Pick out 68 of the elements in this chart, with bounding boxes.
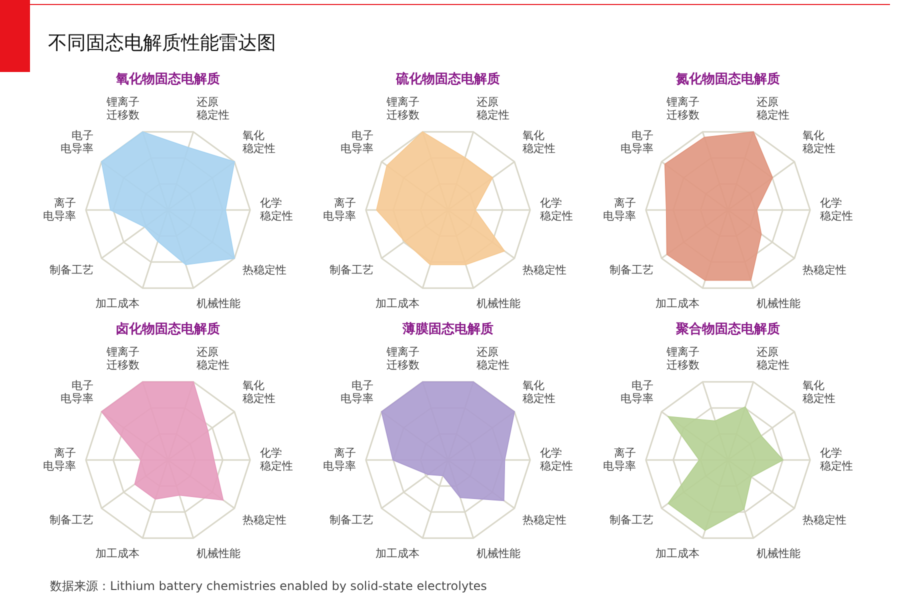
spoke-label: 机械性能 [476,547,520,560]
chart-title: 氧化物固态电解质 [116,71,220,88]
spoke-label: 锂离子迁移数 [106,345,140,372]
spoke-label: 加工成本 [96,297,140,310]
spoke-label: 加工成本 [376,297,420,310]
spoke-label: 还原稳定性 [476,345,510,372]
source-note: 数据来源：Lithium battery chemistries enabled by solid-state electrolytes [49,578,488,595]
spoke-label: 加工成本 [96,547,140,560]
spoke-label: 加工成本 [656,297,700,310]
spoke-label: 离子电导率 [602,446,636,472]
spoke-label: 离子电导率 [322,446,356,472]
chart-title: 卤化物固态电解质 [116,321,220,338]
spoke-label: 机械性能 [756,297,800,310]
spoke-label: 化学稳定性 [260,196,294,222]
chart-title: 硫化物固态电解质 [396,70,500,88]
spoke-label: 电子电导率 [60,128,94,156]
spoke-label: 还原稳定性 [756,345,790,372]
spoke-label: 机械性能 [476,297,520,310]
spoke-label: 还原稳定性 [756,95,790,122]
spoke-label: 化学稳定性 [820,446,854,472]
spoke-label: 加工成本 [376,547,420,560]
spoke-label: 锂离子迁移数 [106,95,140,122]
spoke-label: 氧化稳定性 [242,378,276,406]
spoke-label: 制备工艺 [329,264,374,277]
chart-title: 薄膜固态电解质 [402,321,494,338]
spoke-label: 还原稳定性 [476,95,510,122]
spoke-label: 还原稳定性 [196,95,230,122]
spoke-label: 热稳定性 [522,264,567,277]
chart-title: 氮化物固态电解质 [676,71,780,88]
spoke-label: 机械性能 [196,547,240,560]
spoke-label: 还原稳定性 [196,345,230,372]
spoke-label: 化学稳定性 [260,446,294,472]
spoke-label: 制备工艺 [609,514,654,527]
spoke-label: 化学稳定性 [540,196,574,222]
text: 不同固态电解质性能雷达图 [47,31,277,56]
spoke-label: 氧化稳定性 [802,128,836,156]
spoke-label: 离子电导率 [42,196,76,222]
spoke-label: 电子电导率 [340,128,374,156]
spoke-label: 锂离子迁移数 [386,95,420,122]
spoke-label: 电子电导率 [620,128,654,156]
spoke-label: 机械性能 [756,547,800,560]
spoke-label: 氧化稳定性 [802,378,836,406]
chart-title: 聚合物固态电解质 [676,321,780,338]
spoke-label: 制备工艺 [49,514,94,527]
spoke-label: 化学稳定性 [540,446,574,472]
spoke-label: 离子电导率 [602,196,636,222]
spoke-label: 热稳定性 [522,514,567,527]
spoke-label: 氧化稳定性 [522,128,556,156]
spoke-label: 化学稳定性 [820,196,854,222]
spoke-label: 离子电导率 [322,196,356,222]
spoke-label: 制备工艺 [329,514,374,527]
spoke-label: 热稳定性 [242,264,287,277]
spoke-label: 机械性能 [196,297,240,310]
spoke-label: 电子电导率 [60,378,94,406]
spoke-label: 制备工艺 [49,264,94,277]
spoke-label: 离子电导率 [42,446,76,472]
spoke-label: 锂离子迁移数 [666,95,700,122]
spoke-label: 热稳定性 [242,514,287,527]
spoke-label: 热稳定性 [802,514,847,527]
spoke-label: 氧化稳定性 [522,378,556,406]
spoke-label: 电子电导率 [620,378,654,406]
spoke-label: 制备工艺 [609,264,654,277]
spoke-label: 电子电导率 [340,378,374,406]
spoke-label: 锂离子迁移数 [386,345,420,372]
spoke-label: 加工成本 [656,547,700,560]
spoke-label: 锂离子迁移数 [666,345,700,372]
spoke-label: 热稳定性 [802,264,847,277]
spoke-label: 氧化稳定性 [242,128,276,156]
